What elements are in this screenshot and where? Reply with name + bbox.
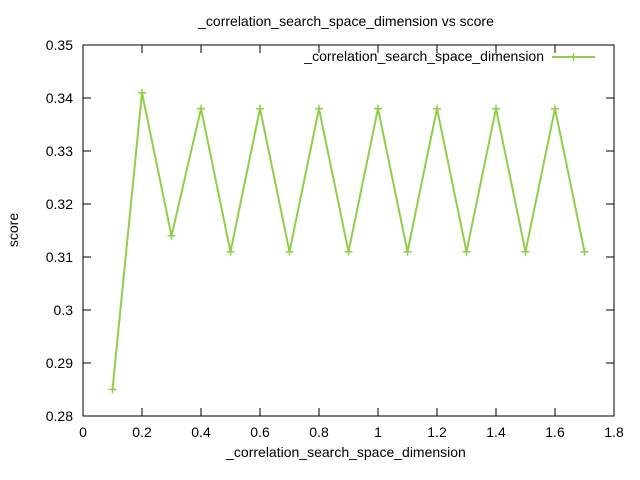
data-point [580, 247, 589, 256]
x-tick-label: 1 [374, 424, 382, 440]
data-point [433, 104, 441, 113]
data-point [344, 247, 353, 256]
data-point [492, 104, 500, 113]
y-axis-label: score [5, 213, 21, 247]
data-point [403, 247, 412, 256]
data-point [197, 104, 205, 113]
y-tick-label: 0.31 [46, 249, 73, 265]
x-tick-label: 0.6 [250, 424, 270, 440]
series-layer [108, 88, 589, 394]
x-tick-label: 1.4 [486, 424, 506, 440]
x-tick-label: 0.2 [132, 424, 152, 440]
chart-title: _correlation_search_space_dimension vs s… [197, 13, 494, 29]
axis-tick-labels: 0 0.2 0.4 0.6 0.8 1 1.2 1.4 1.6 1.8 0.28 0.29 0.3 0.3… [46, 37, 624, 440]
x-tick-label: 0 [79, 424, 87, 440]
data-point [374, 104, 382, 113]
data-point [256, 104, 264, 113]
data-point [285, 247, 294, 256]
y-tick-label: 0.33 [46, 143, 73, 159]
data-point [108, 385, 117, 394]
y-tick-label: 0.29 [46, 355, 73, 371]
axis-ticks [82, 44, 615, 417]
data-point [521, 247, 530, 256]
y-tick-label: 0.34 [46, 90, 73, 106]
x-axis-label: _correlation_search_space_dimension [225, 444, 466, 460]
series-line [111, 92, 586, 390]
plot-frame [82, 44, 615, 417]
y-tick-label: 0.3 [54, 302, 74, 318]
data-point [462, 247, 471, 256]
data-point [226, 247, 235, 256]
x-tick-label: 0.4 [191, 424, 211, 440]
y-tick-label: 0.35 [46, 37, 73, 53]
y-tick-label: 0.32 [46, 196, 73, 212]
x-tick-label: 1.2 [427, 424, 447, 440]
data-point [138, 88, 146, 97]
y-tick-label: 0.28 [46, 408, 73, 424]
data-point [551, 104, 559, 113]
legend-label: _correlation_search_space_dimension [303, 48, 544, 64]
data-point [315, 104, 323, 113]
x-tick-label: 0.8 [309, 424, 329, 440]
data-point [167, 231, 176, 240]
x-tick-label: 1.8 [604, 424, 624, 440]
x-tick-label: 1.6 [545, 424, 565, 440]
legend-marker [569, 53, 578, 61]
legend: _correlation_search_space_dimension [303, 48, 595, 64]
